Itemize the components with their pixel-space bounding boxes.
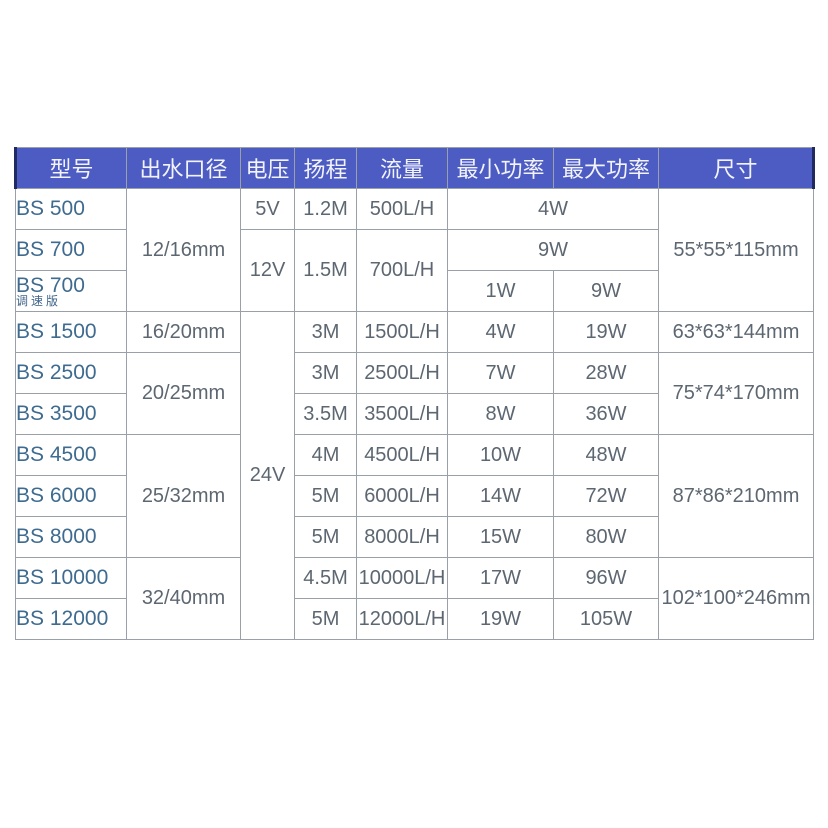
table-row: BS 10000 32/40mm 4.5M 10000L/H 17W 96W 1… — [15, 557, 814, 640]
model-cell: BS 12000 — [15, 598, 127, 640]
head-cell: 3M — [294, 311, 357, 353]
head-cell: 4.5M — [294, 557, 357, 599]
outlet-cell: 12/16mm — [126, 188, 241, 312]
header-head: 扬程 — [294, 147, 357, 189]
table-row: BS 4500 25/32mm 4M 4500L/H 10W 48W 87*86… — [15, 434, 814, 558]
max-power-cell: 80W — [553, 516, 659, 558]
max-power-cell: 105W — [553, 598, 659, 640]
model-variant-label: 调速版 — [16, 294, 62, 308]
table-row: BS 700 12V 1.5M 700L/H 9W — [15, 229, 814, 312]
model-cell: BS 10000 — [15, 557, 127, 599]
head-cell: 1.5M — [294, 229, 357, 312]
min-power-cell: 8W — [447, 393, 554, 435]
size-cell: 102*100*246mm — [658, 557, 814, 640]
power-cell: 9W — [447, 229, 659, 271]
model-cell: BS 3500 — [15, 393, 127, 435]
flow-cell: 6000L/H — [356, 475, 448, 517]
table-row: BS 500 12/16mm 5V 1.2M 500L/H 4W 55*55*1… — [15, 188, 814, 312]
size-cell: 55*55*115mm — [658, 188, 814, 312]
model-cell: BS 6000 — [15, 475, 127, 517]
model-cell: BS 700 — [15, 229, 127, 271]
table-row: BS 6000 5M 6000L/H 14W 72W — [15, 475, 814, 517]
table-row: BS 700 调速版 1W 9W — [15, 270, 814, 312]
outlet-cell: 16/20mm — [126, 311, 241, 353]
header-min-power: 最小功率 — [447, 147, 554, 189]
model-cell: BS 8000 — [15, 516, 127, 558]
table-row: BS 8000 5M 8000L/H 15W 80W — [15, 516, 814, 558]
model-label: BS 700 — [16, 274, 85, 297]
max-power-cell: 28W — [553, 352, 659, 394]
flow-cell: 8000L/H — [356, 516, 448, 558]
table-row: BS 3500 3.5M 3500L/H 8W 36W — [15, 393, 814, 435]
size-cell: 75*74*170mm — [658, 352, 814, 435]
flow-cell: 2500L/H — [356, 352, 448, 394]
size-cell: 87*86*210mm — [658, 434, 814, 558]
flow-cell: 10000L/H — [356, 557, 448, 599]
max-power-cell: 48W — [553, 434, 659, 476]
header-max-power: 最大功率 — [553, 147, 659, 189]
head-cell: 1.2M — [294, 188, 357, 230]
model-cell: BS 500 — [15, 188, 127, 230]
flow-cell: 3500L/H — [356, 393, 448, 435]
flow-cell: 12000L/H — [356, 598, 448, 640]
flow-cell: 1500L/H — [356, 311, 448, 353]
header-voltage: 电压 — [240, 147, 295, 189]
head-cell: 4M — [294, 434, 357, 476]
model-cell: BS 2500 — [15, 352, 127, 394]
head-cell: 5M — [294, 516, 357, 558]
header-row: 型号 出水口径 电压 扬程 流量 最小功率 最大功率 尺寸 — [14, 147, 815, 189]
outlet-cell: 25/32mm — [126, 434, 241, 558]
flow-cell: 700L/H — [356, 229, 448, 312]
header-size: 尺寸 — [658, 147, 815, 189]
header-outlet: 出水口径 — [126, 147, 241, 189]
max-power-cell: 36W — [553, 393, 659, 435]
header-flow: 流量 — [356, 147, 448, 189]
min-power-cell: 15W — [447, 516, 554, 558]
min-power-cell: 10W — [447, 434, 554, 476]
min-power-cell: 1W — [447, 270, 554, 312]
head-cell: 3.5M — [294, 393, 357, 435]
flow-cell: 4500L/H — [356, 434, 448, 476]
power-cell: 4W — [447, 188, 659, 230]
voltage-cell: 12V — [240, 229, 295, 312]
model-cell: BS 4500 — [15, 434, 127, 476]
max-power-cell: 19W — [553, 311, 659, 353]
model-cell: BS 700 调速版 — [15, 270, 127, 312]
outlet-cell: 32/40mm — [126, 557, 241, 640]
voltage-cell: 24V — [240, 311, 295, 640]
outlet-cell: 20/25mm — [126, 352, 241, 435]
min-power-cell: 7W — [447, 352, 554, 394]
voltage-cell: 5V — [240, 188, 295, 230]
head-cell: 5M — [294, 475, 357, 517]
flow-cell: 500L/H — [356, 188, 448, 230]
head-cell: 5M — [294, 598, 357, 640]
size-cell: 63*63*144mm — [658, 311, 814, 353]
table-row: BS 2500 20/25mm 3M 2500L/H 7W 28W 75*74*… — [15, 352, 814, 435]
table-row: BS 1500 16/20mm 24V 3M 1500L/H 4W 19W 63… — [15, 311, 814, 640]
header-model: 型号 — [14, 147, 127, 189]
spec-table: 型号 出水口径 电压 扬程 流量 最小功率 最大功率 尺寸 BS 500 12/… — [14, 147, 815, 640]
min-power-cell: 19W — [447, 598, 554, 640]
max-power-cell: 96W — [553, 557, 659, 599]
head-cell: 3M — [294, 352, 357, 394]
max-power-cell: 9W — [553, 270, 659, 312]
min-power-cell: 14W — [447, 475, 554, 517]
min-power-cell: 17W — [447, 557, 554, 599]
max-power-cell: 72W — [553, 475, 659, 517]
min-power-cell: 4W — [447, 311, 554, 353]
table-row: BS 12000 5M 12000L/H 19W 105W — [15, 598, 814, 640]
model-cell: BS 1500 — [15, 311, 127, 353]
